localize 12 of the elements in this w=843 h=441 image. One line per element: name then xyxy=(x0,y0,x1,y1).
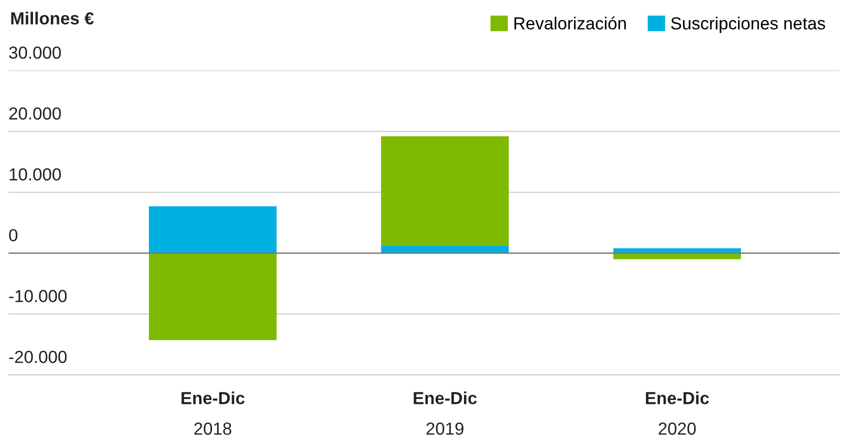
y-tick-label: -20.000 xyxy=(9,350,67,364)
y-tick-label: 30.000 xyxy=(9,46,61,59)
y-tick-label: 0 xyxy=(9,229,18,242)
chart-title: Millones € xyxy=(11,12,94,25)
legend-label: Revalorización xyxy=(514,16,626,30)
y-tick-label: 20.000 xyxy=(9,107,61,120)
y-tick-label: 10.000 xyxy=(10,168,61,181)
x-tick-label: Ene-Dic 2018 xyxy=(182,392,245,435)
x-tick-label: Ene-Dic 2019 xyxy=(414,392,477,435)
legend-label: Suscripciones netas xyxy=(671,16,826,33)
x-tick-label: Ene-Dic 2020 xyxy=(646,392,709,435)
y-tick-label: -10.000 xyxy=(9,290,67,302)
